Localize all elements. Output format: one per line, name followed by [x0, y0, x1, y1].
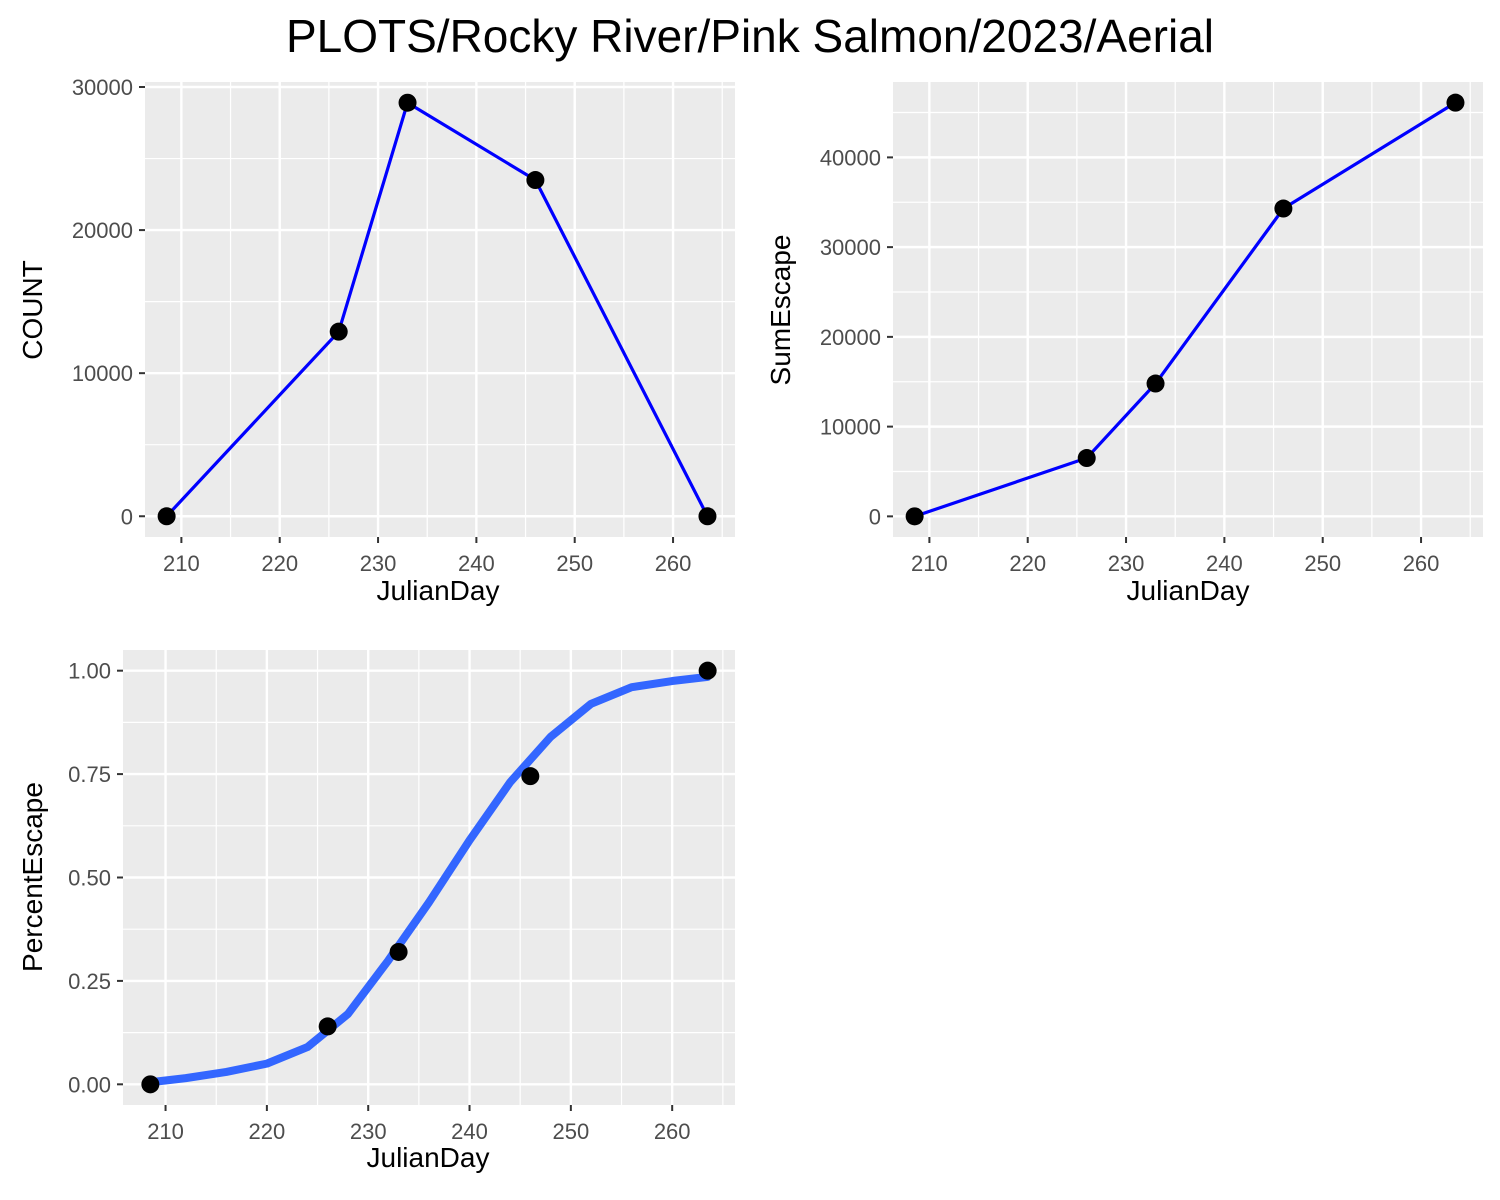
x-tick-label: 240	[451, 1119, 488, 1144]
y-tick-label: 30000	[72, 75, 133, 100]
data-point	[1446, 93, 1465, 112]
data-point	[141, 1075, 160, 1094]
y-tick-label: 20000	[820, 325, 881, 350]
x-axis-title: JulianDay	[377, 575, 500, 606]
x-tick-label: 210	[163, 551, 200, 576]
fit-curve	[146, 672, 712, 1087]
y-tick-label: 0.75	[68, 762, 111, 787]
data-point	[1274, 199, 1293, 218]
x-tick-label: 230	[360, 551, 397, 576]
x-axis-title: JulianDay	[367, 1142, 490, 1173]
x-tick-label: 210	[147, 1119, 184, 1144]
x-tick-label: 250	[552, 1119, 589, 1144]
data-point	[526, 171, 545, 190]
y-tick-label: 10000	[72, 361, 133, 386]
y-tick-label: 0	[869, 504, 881, 529]
x-tick-label: 250	[556, 551, 593, 576]
data-point	[329, 322, 348, 341]
y-tick-label: 1.00	[68, 659, 111, 684]
data-point	[521, 767, 540, 786]
data-point	[1146, 374, 1165, 393]
y-axis-title: COUNT	[17, 260, 48, 360]
x-tick-label: 240	[458, 551, 495, 576]
data-point	[698, 661, 717, 680]
y-tick-label: 10000	[820, 415, 881, 440]
plot-background	[893, 82, 1483, 537]
y-tick-label: 0.00	[68, 1072, 111, 1097]
data-point	[318, 1017, 337, 1036]
y-axis-title: PercentEscape	[17, 782, 48, 972]
chart-panel-3: 210 220 230 240 250 260 0.00 0.25 0.50 0.75 1.00 Ju…	[17, 650, 735, 1173]
data-point	[905, 507, 924, 526]
chart-panel-2: 210 220 230 240 250 260 0 10000 20000 30000 40000 J…	[765, 82, 1483, 606]
y-tick-label: 20000	[72, 218, 133, 243]
x-tick-label: 240	[1206, 551, 1243, 576]
x-tick-label: 220	[1009, 551, 1046, 576]
plot-background	[145, 82, 735, 537]
y-tick-label: 0	[121, 504, 133, 529]
chart-panel-1: 210 220 230 240 250 260 0 10000 20000 30000 Julian…	[17, 75, 735, 606]
data-point	[398, 93, 417, 112]
data-point	[1077, 449, 1096, 468]
y-axis-title: SumEscape	[765, 235, 796, 386]
x-tick-label: 250	[1304, 551, 1341, 576]
x-tick-label: 230	[350, 1119, 387, 1144]
y-tick-label: 30000	[820, 235, 881, 260]
x-tick-label: 210	[911, 551, 948, 576]
y-tick-label: 40000	[820, 145, 881, 170]
x-axis-title: JulianDay	[1127, 575, 1250, 606]
y-tick-label: 0.50	[68, 866, 111, 891]
x-tick-label: 220	[249, 1119, 286, 1144]
x-tick-label: 230	[1108, 551, 1145, 576]
x-tick-label: 260	[655, 551, 692, 576]
data-point	[157, 507, 176, 526]
data-point	[389, 942, 408, 961]
x-tick-label: 220	[261, 551, 298, 576]
x-tick-label: 260	[1403, 551, 1440, 576]
page-title: PLOTS/Rocky River/Pink Salmon/2023/Aeria…	[285, 10, 1215, 62]
y-tick-label: 0.25	[68, 969, 111, 994]
data-point	[698, 507, 717, 526]
x-tick-label: 260	[654, 1119, 691, 1144]
